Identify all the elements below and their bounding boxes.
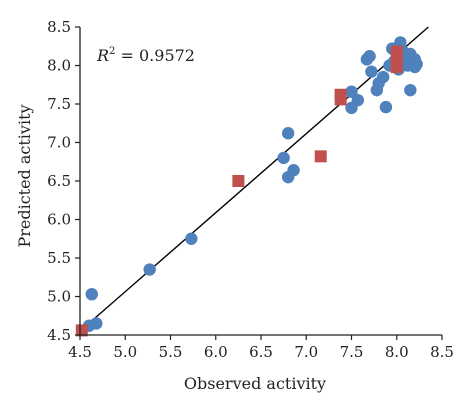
r-symbol: R [96,46,109,65]
x-tick-label: 8.5 [430,343,454,361]
data-point-circle [351,93,365,107]
data-point-square [334,93,347,106]
plot-area [75,26,429,337]
x-tick-label: 5.5 [159,343,183,361]
data-point-square [390,61,403,74]
r-squared-annotation: R2 = 0.9572 [96,46,195,65]
data-point-square [314,150,327,163]
y-tick-label: 5.5 [47,249,71,267]
data-point-circle [408,60,422,74]
y-tick-label: 8.5 [47,18,71,36]
x-tick-label: 6.0 [204,343,228,361]
data-point-circle [90,317,103,330]
y-tick-label: 8.0 [47,57,71,75]
x-tick-label: 8.0 [385,343,409,361]
data-point-circle [85,287,98,301]
y-tick-label: 4.5 [47,326,71,344]
data-point-circle [379,100,393,114]
data-point-circle [143,263,156,276]
axes: 4.5 5.0 5.5 6.0 6.5 7.0 7.5 8.0 8.5 4.5 5.0 5.5 6.0 6… [47,18,454,361]
y-axis-title: Predicted activity [15,104,34,247]
x-tick-label: 5.0 [113,343,137,361]
x-tick-label: 7.0 [294,343,318,361]
x-tick-label: 6.5 [249,343,273,361]
y-tick-label: 7.5 [47,95,71,113]
r-value: = 0.9572 [115,46,195,65]
data-point-circle [365,65,378,78]
data-point-circle [185,232,198,245]
data-point-circle [277,151,290,165]
data-point-square [75,324,88,337]
data-point-circle [404,83,417,97]
x-tick-label: 4.5 [68,343,92,361]
data-point-circle [287,164,300,177]
y-tick-label: 6.5 [47,172,71,190]
data-point-circle [281,127,295,140]
y-tick-label: 6.0 [47,211,71,229]
data-point-circle [363,50,376,63]
data-point-circle [345,85,358,98]
y-tick-label: 5.0 [47,288,71,306]
r-superscript: 2 [109,46,115,57]
y-tick-label: 7.0 [47,134,71,152]
x-tick-label: 7.5 [340,343,364,361]
data-point-square [232,175,245,187]
data-point-circle [376,70,390,84]
x-axis-title: Observed activity [184,374,326,393]
